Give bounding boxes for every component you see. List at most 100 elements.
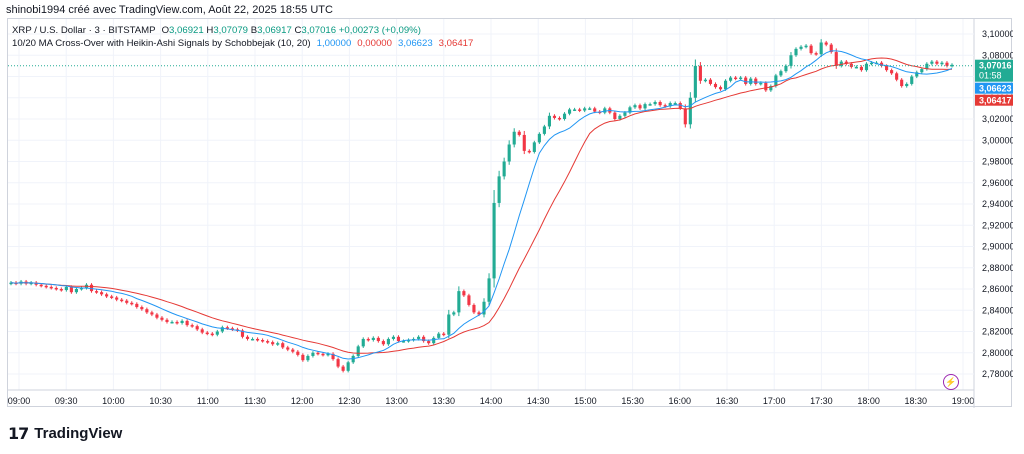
candle-body — [125, 300, 129, 303]
candle-body — [180, 320, 184, 323]
candle-body — [557, 117, 562, 120]
candle-body — [764, 82, 768, 91]
legend-indicator-value-4: 3,06417 — [438, 38, 474, 49]
candle-body — [507, 144, 511, 162]
candle-body — [145, 309, 149, 313]
legend-bottom-value: 3,06917 — [257, 25, 292, 36]
candle-body — [879, 62, 884, 66]
candle-body — [527, 150, 531, 153]
candle-body — [301, 354, 305, 361]
candle-body — [729, 77, 733, 81]
candle-body — [573, 109, 577, 111]
candle-body — [39, 284, 43, 287]
candle-body — [633, 105, 637, 108]
candle-body — [517, 131, 521, 135]
x-tick-label: 10:30 — [149, 396, 172, 406]
legend-indicator-value-2: 0,00000 — [357, 38, 392, 49]
candle-body — [723, 80, 728, 90]
candle-body — [205, 332, 209, 335]
candle-body — [869, 62, 874, 65]
candle-body — [175, 321, 179, 324]
candle-body — [115, 297, 119, 300]
candle-body — [925, 63, 929, 70]
x-tick-label: 10:00 — [102, 396, 125, 406]
x-tick-label: 09:30 — [55, 396, 78, 406]
price-label-box — [975, 59, 1013, 82]
candle-body — [809, 45, 813, 54]
legend-close-value: 3,07016 — [301, 25, 337, 36]
candle-body — [864, 63, 869, 71]
x-tick-label: 16:00 — [669, 396, 692, 406]
candle-body — [306, 355, 310, 361]
price-label-text: 3,06623 — [979, 84, 1012, 94]
candle-body — [769, 86, 773, 91]
x-tick-label: 18:30 — [905, 396, 928, 406]
candle-body — [688, 97, 692, 125]
candle-body — [245, 336, 250, 339]
candle-body — [890, 70, 894, 74]
y-tick-label: 3,02000 — [982, 114, 1013, 124]
x-tick-label: 17:00 — [763, 396, 786, 406]
candle-body — [336, 359, 340, 367]
y-tick-label: 3,00000 — [982, 135, 1013, 145]
lightning-icon[interactable]: ⚡ — [943, 374, 959, 390]
candle-body — [296, 351, 300, 355]
candle-body — [417, 336, 421, 339]
candle-body — [150, 312, 154, 315]
candle-body — [859, 66, 863, 71]
candle-body — [658, 102, 662, 106]
candle-body — [900, 79, 904, 87]
price-chart[interactable]: 09:00 09:30 10:00 10:30 11:00 11:30 12:00 12:30… — [8, 19, 1013, 408]
legend-close-label: C — [294, 25, 302, 36]
candle-body — [678, 103, 682, 109]
candle-body — [834, 52, 838, 66]
legend-high-label: H — [206, 25, 214, 36]
candle-body — [935, 61, 939, 64]
candle-body — [316, 352, 320, 355]
candle-body — [930, 61, 934, 64]
x-tick-label: 14:30 — [527, 396, 550, 406]
candle-body — [673, 103, 677, 105]
candle-body — [713, 83, 718, 88]
x-tick-label: 18:00 — [857, 396, 880, 406]
candle-body — [89, 284, 94, 292]
candle-body — [401, 341, 406, 343]
candle-body — [829, 44, 833, 53]
candle-body — [950, 64, 954, 67]
y-tick-label: 2,94000 — [982, 199, 1013, 209]
candle-body — [920, 69, 924, 73]
candle-body — [54, 287, 58, 290]
candle-body — [814, 53, 818, 55]
candle-body — [799, 46, 803, 49]
tradingview-logo[interactable]: 17 TradingView — [8, 424, 122, 443]
candle-body — [613, 112, 617, 119]
candle-body — [537, 133, 541, 143]
candle-body — [261, 340, 265, 342]
candle-body — [734, 77, 738, 80]
candle-body — [381, 341, 385, 345]
candle-body — [663, 105, 667, 107]
candle-body — [266, 341, 270, 343]
ma-10-line — [10, 50, 953, 360]
candle-body — [562, 113, 567, 119]
tradingview-wordmark: TradingView — [34, 425, 123, 442]
candle-body — [44, 285, 48, 288]
candle-body — [286, 347, 290, 350]
price-label-text: 3,07016 — [979, 61, 1012, 71]
candle-body — [578, 109, 582, 111]
candle-body — [915, 72, 919, 77]
candle-body — [406, 340, 411, 342]
candle-body — [100, 292, 104, 295]
candle-body — [759, 82, 763, 85]
chart-frame[interactable]: 09:00 09:30 10:00 10:30 11:00 11:30 12:00 12:30… — [7, 18, 1013, 408]
candle-body — [739, 77, 743, 80]
candle-body — [366, 338, 370, 341]
candle-body — [542, 126, 546, 134]
candle-body — [547, 115, 551, 127]
candle-body — [346, 362, 350, 371]
candle-body — [49, 286, 53, 289]
candle-body — [215, 331, 219, 335]
y-tick-label: 2,82000 — [982, 327, 1013, 337]
candle-body — [643, 104, 647, 109]
candle-body — [718, 87, 723, 90]
